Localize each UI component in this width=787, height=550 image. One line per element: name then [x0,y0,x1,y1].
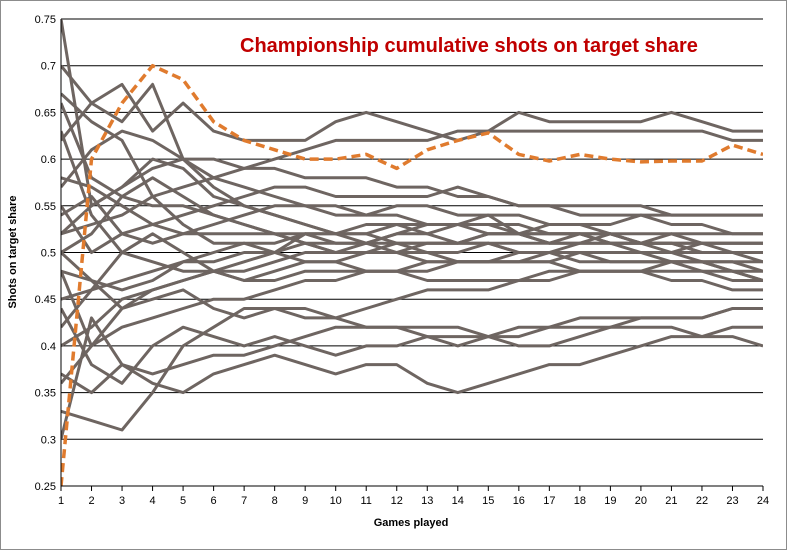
series-line [61,307,763,385]
x-tick-label: 19 [604,495,616,507]
x-axis-ticks: 1 2 3 4 5 6 7 8 9 10 11 12 13 14 15 16 17 18 19 20 21 22 23 24 [58,486,769,507]
team-series [61,19,763,440]
series-line [61,316,763,440]
x-axis-title: Games played [374,517,449,529]
x-tick-label: 20 [635,495,647,507]
x-tick-label: 21 [665,495,677,507]
y-axis-title: Shots on target share [7,195,19,308]
series-line [61,269,763,348]
x-tick-label: 9 [302,495,308,507]
series-line [61,157,763,236]
x-tick-label: 17 [543,495,555,507]
series-line [61,232,763,292]
series-line [61,335,763,395]
x-tick-label: 10 [330,495,342,507]
x-tick-label: 22 [696,495,708,507]
x-tick-label: 4 [150,495,156,507]
highlight-series [61,63,763,486]
x-tick-label: 15 [482,495,494,507]
y-tick-label: 0.7 [41,61,56,73]
series-line [61,176,763,264]
x-tick-label: 6 [211,495,217,507]
y-tick-label: 0.65 [35,107,56,119]
x-tick-label: 5 [180,495,186,507]
y-tick-label: 0.55 [35,201,56,213]
x-tick-label: 7 [241,495,247,507]
x-tick-label: 24 [757,495,769,507]
x-tick-label: 16 [513,495,525,507]
y-tick-label: 0.5 [41,248,56,260]
x-tick-label: 3 [119,495,125,507]
x-tick-label: 11 [361,495,372,507]
x-tick-label: 12 [391,495,403,507]
series-line [61,129,763,236]
y-tick-label: 0.4 [41,341,56,353]
y-tick-label: 0.6 [41,154,56,166]
x-tick-label: 8 [272,495,278,507]
y-tick-label: 0.75 [35,14,56,26]
y-tick-label: 0.45 [35,294,56,306]
y-axis-ticks: 0.25 0.3 0.35 0.4 0.45 0.5 0.55 0.6 0.65 0.7 0.75 [35,14,56,493]
chart-title: Championship cumulative shots on target … [240,35,698,57]
x-tick-label: 23 [726,495,738,507]
series-line [61,195,763,245]
x-tick-label: 13 [421,495,433,507]
y-tick-label: 0.35 [35,388,56,400]
series-line [61,129,763,245]
x-tick-label: 1 [58,495,64,507]
highlight-series-line [61,63,763,486]
x-tick-label: 2 [88,495,94,507]
series-line [61,82,763,142]
y-tick-label: 0.3 [41,434,56,446]
series-line [61,130,763,282]
series-line [61,251,763,385]
series-line [61,185,763,254]
x-tick-label: 14 [452,495,464,507]
x-tick-label: 18 [574,495,586,507]
series-line [61,102,763,282]
y-tick-label: 0.25 [35,481,56,493]
